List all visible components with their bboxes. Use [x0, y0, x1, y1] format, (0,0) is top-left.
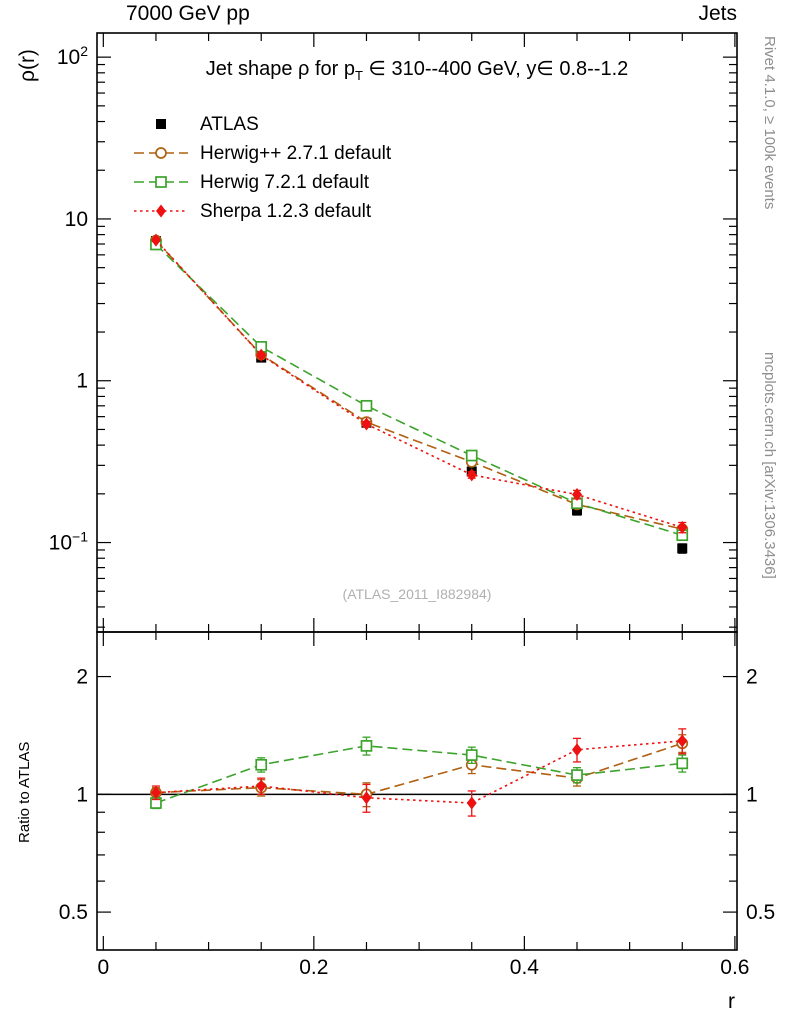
beam-energy-label: 7000 GeV pp [126, 2, 250, 25]
analysis-id-watermark: (ATLAS_2011_I882984) [342, 586, 492, 602]
svg-text:0.6: 0.6 [720, 956, 749, 979]
plot-title-pre: Jet shape ρ for p [205, 58, 355, 80]
svg-text:1: 1 [76, 370, 88, 393]
svg-text:1: 1 [76, 783, 88, 806]
svg-text:0.4: 0.4 [510, 956, 540, 979]
svg-text:2: 2 [76, 666, 88, 689]
mcplots-reference-label: mcplots.cern.ch [arXiv:1306.3436] [761, 352, 778, 579]
svg-text:0.2: 0.2 [299, 956, 328, 979]
plot-title-post: ∈ 310--400 GeV, y∈ 0.8--1.2 [362, 58, 629, 80]
svg-text:2: 2 [746, 666, 758, 689]
legend: ATLAS Herwig++ 2.7.1 default Herwig 7.2.1 … [134, 114, 392, 222]
svg-text:10: 10 [65, 208, 88, 231]
legend-label: ATLAS [200, 114, 259, 135]
ratio-y-axis-label: Ratio to ATLAS [16, 741, 33, 843]
series-layer [97, 233, 737, 817]
x-axis-label: r [728, 990, 735, 1013]
legend-label: Herwig++ 2.7.1 default [200, 143, 392, 164]
svg-text:102: 102 [57, 43, 88, 69]
svg-text:0.5: 0.5 [59, 901, 88, 924]
plot-title: Jet shape ρ for pT ∈ 310--400 GeV, y∈ 0.… [97, 56, 737, 83]
legend-label: Herwig 7.2.1 default [200, 172, 370, 193]
svg-text:10−1: 10−1 [49, 529, 89, 555]
axes-layer: 0 0.2 0.4 0.6 102 10 1 10−1 2 2 1 1 0.5 0.5 [49, 32, 775, 979]
plot-title-subscript: T [354, 68, 363, 83]
svg-text:0: 0 [97, 956, 109, 979]
legend-label: Sherpa 1.2.3 default [200, 201, 372, 222]
rivet-version-label: Rivet 4.1.0, ≥ 100k events [761, 36, 778, 210]
svg-text:0.5: 0.5 [746, 901, 775, 924]
main-y-axis-label: ρ(r) [16, 49, 39, 82]
svg-text:1: 1 [746, 783, 758, 806]
process-label: Jets [698, 2, 737, 25]
